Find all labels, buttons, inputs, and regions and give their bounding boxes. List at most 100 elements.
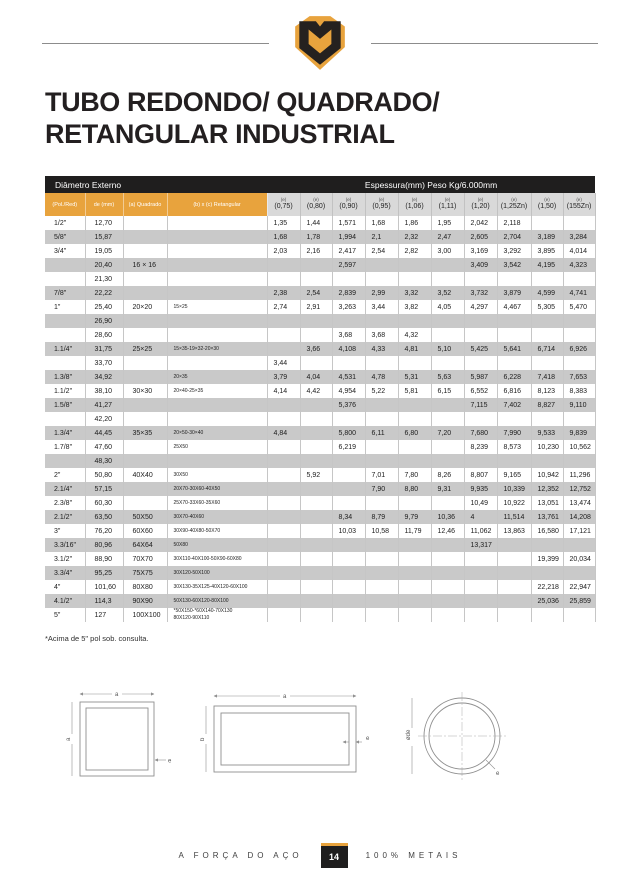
table-cell: [398, 454, 432, 468]
table-cell: [563, 608, 596, 622]
table-cell: [123, 398, 168, 412]
table-cell: [267, 566, 301, 580]
table-cell: [300, 552, 333, 566]
table-cell: 5,641: [497, 342, 532, 356]
table-cell: 4,81: [398, 342, 432, 356]
table-cell: 1,44: [300, 216, 333, 230]
table-cell: 11,79: [398, 524, 432, 538]
table-cell: [398, 314, 432, 328]
table-cell: 1.1/2": [45, 384, 86, 398]
table-cell: 26,90: [85, 314, 124, 328]
table-cell: 20×35: [167, 370, 268, 384]
table-row: 3.3/16" 80,96 64X64 50X80 13,317: [45, 538, 596, 552]
table-row: 1.3/4" 44,45 35×35 20×50-30×40 4,84 5,800 6,11…: [45, 426, 596, 440]
table-cell: 3/4": [45, 244, 86, 258]
table-cell: 3,52: [431, 286, 465, 300]
table-cell: 22,218: [531, 580, 564, 594]
table-cell: [45, 356, 86, 370]
table-cell: [300, 566, 333, 580]
column-header: (Pol./Red): [45, 193, 86, 216]
table-cell: 2.3/8": [45, 496, 86, 510]
table-cell: 31,75: [85, 342, 124, 356]
rect-dim-a: a: [283, 694, 287, 700]
table-cell: 10,230: [531, 440, 564, 454]
table-cell: 4,467: [497, 300, 532, 314]
table-cell: 12,46: [431, 524, 465, 538]
table-cell: [267, 342, 301, 356]
table-cell: 70X70: [123, 552, 168, 566]
table-cell: [531, 272, 564, 286]
table-cell: 10,58: [365, 524, 399, 538]
table-cell: [365, 440, 399, 454]
column-header-value: (0,95): [372, 203, 391, 211]
table-cell: 2,32: [398, 230, 432, 244]
table-cell: 20×40-25×35: [167, 384, 268, 398]
table-cell: [332, 482, 366, 496]
table-cell: 3,263: [332, 300, 366, 314]
table-cell: 40X40: [123, 468, 168, 482]
table-cell: 1,994: [332, 230, 366, 244]
table-cell: 30X110-40X100-50X90-60X80: [167, 552, 268, 566]
table-cell: [464, 454, 498, 468]
table-cell: 17,121: [563, 524, 596, 538]
diagrams-section: a a e a b e: [50, 684, 590, 794]
table-cell: [531, 356, 564, 370]
table-cell: [332, 412, 366, 426]
table-cell: 3,732: [464, 286, 498, 300]
table-cell: [332, 356, 366, 370]
table-cell: [464, 356, 498, 370]
table-cell: 2,605: [464, 230, 498, 244]
column-header: (e) (1,06): [398, 193, 432, 216]
table-cell: 30X70-40X60: [167, 510, 268, 524]
table-cell: 4,014: [563, 244, 596, 258]
table-cell: [45, 328, 86, 342]
table-cell: [300, 608, 333, 622]
table-cell: [398, 412, 432, 426]
table-cell: [398, 566, 432, 580]
table-column-header-row: (Pol./Red) de (mm) (a) Quadrado (b) x (c) R…: [45, 193, 596, 216]
table-cell: 4,05: [431, 300, 465, 314]
table-cell: [497, 454, 532, 468]
table-cell: [332, 594, 366, 608]
divider-line-left: [42, 42, 269, 44]
table-row: 1.5/8" 41,27 5,376 7,115 7,402 8,827 9,110: [45, 398, 596, 412]
table-cell: 3,542: [497, 258, 532, 272]
table-cell: [45, 412, 86, 426]
table-cell: [332, 468, 366, 482]
table-cell: [123, 314, 168, 328]
column-header-e: (e): [378, 197, 385, 203]
table-cell: 13,474: [563, 496, 596, 510]
table-cell: [464, 412, 498, 426]
table-cell: 10,942: [531, 468, 564, 482]
table-cell: [267, 454, 301, 468]
table-cell: 2,597: [332, 258, 366, 272]
table-cell: 7,115: [464, 398, 498, 412]
table-cell: 19,399: [531, 552, 564, 566]
table-row: 1.1/2" 38,10 30×30 20×40-25×35 4,14 4,42 4,954…: [45, 384, 596, 398]
table-cell: 4,32: [398, 328, 432, 342]
table-cell: 20,034: [563, 552, 596, 566]
table-cell: 4.1/2": [45, 594, 86, 608]
table-cell: 4,14: [267, 384, 301, 398]
table-row: 33,70 3,44: [45, 356, 596, 370]
square-dim-a-side: a: [66, 737, 72, 741]
rect-tube-diagram: a b e: [200, 694, 370, 773]
table-cell: 9,839: [563, 426, 596, 440]
table-cell: [167, 398, 268, 412]
table-cell: 5,22: [365, 384, 399, 398]
table-cell: 28,60: [85, 328, 124, 342]
table-cell: [167, 230, 268, 244]
table-row: 2.3/8" 60,30 25X70-33X60-35X60 10,49 10,922 1…: [45, 496, 596, 510]
table-cell: 6,228: [497, 370, 532, 384]
table-cell: 80,96: [85, 538, 124, 552]
table-cell: [332, 566, 366, 580]
table-cell: [332, 272, 366, 286]
table-cell: [531, 566, 564, 580]
table-cell: 5,425: [464, 342, 498, 356]
table-cell: [300, 440, 333, 454]
table-cell: 2,704: [497, 230, 532, 244]
table-cell: [123, 216, 168, 230]
table-cell: [398, 356, 432, 370]
table-cell: 3,169: [464, 244, 498, 258]
table-cell: 15,87: [85, 230, 124, 244]
